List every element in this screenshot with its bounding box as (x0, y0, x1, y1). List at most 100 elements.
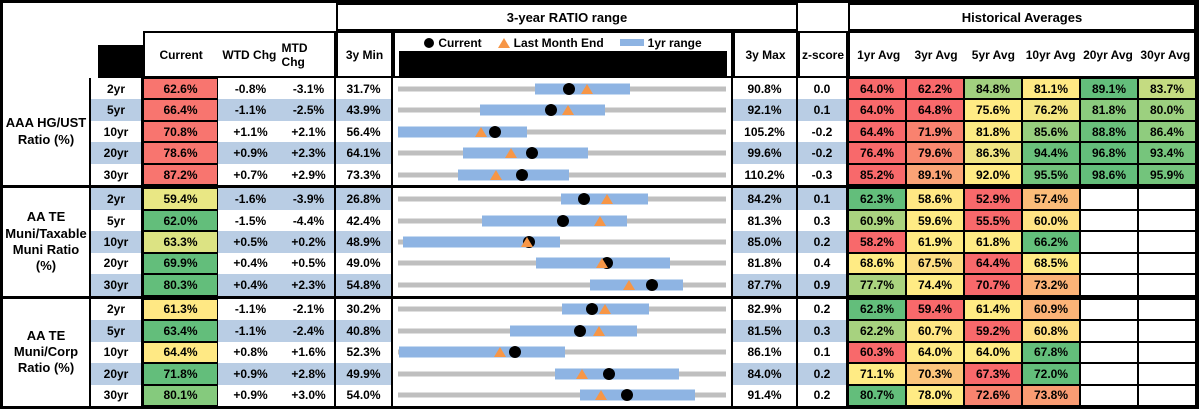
max-3y-cell: 82.9% (733, 298, 798, 321)
tenor-column-header (91, 31, 143, 78)
tenor-label: 20yr (91, 363, 143, 385)
min-3y-cell: 43.9% (336, 99, 393, 121)
zscore-cell: 0.1 (798, 341, 848, 364)
chart-cell (393, 274, 733, 296)
avg-cell: 68.5% (1022, 252, 1080, 275)
zscore-cell: 0.2 (798, 298, 848, 321)
mtd-chg-cell: -4.4% (283, 209, 336, 232)
avg-cell: 94.4% (1022, 142, 1080, 164)
max-3y-cell: 91.4% (733, 384, 798, 406)
last-month-triangle (596, 258, 609, 269)
current-cell: 71.8% (143, 363, 218, 385)
avg-cell (1080, 363, 1138, 385)
spacer (798, 3, 848, 31)
tenor-label: 20yr (91, 142, 143, 164)
min-3y-cell: 30.2% (336, 298, 393, 321)
avg-cell: 96.8% (1080, 142, 1138, 164)
spacer (3, 3, 336, 31)
avg-cell: 73.2% (1022, 274, 1080, 296)
avg-cell: 58.2% (848, 231, 906, 253)
black-bar (399, 51, 727, 76)
avg-cell: 58.6% (906, 188, 964, 210)
current-cell: 61.3% (143, 298, 218, 321)
tenor-label: 30yr (91, 163, 143, 186)
avg-columns-header: 1yr Avg 3yr Avg 5yr Avg 10yr Avg 20yr Avg 30y… (848, 31, 1196, 78)
black-cell (98, 45, 143, 78)
table-row: 20yr 69.9% +0.4% +0.5% 49.0% 81.8% 0.4 68.6% 67.… (91, 252, 1196, 275)
zscore-cell: 0.0 (798, 78, 848, 100)
avg-cell: 98.6% (1080, 163, 1138, 186)
range-1y-bar (510, 325, 637, 337)
avg-cell (1138, 341, 1196, 364)
avg-cell: 61.4% (964, 298, 1022, 321)
avg-cell: 72.6% (964, 384, 1022, 406)
wtd-chg-cell: +0.4% (218, 252, 283, 275)
current-dot (563, 82, 576, 95)
current-cell: 64.4% (143, 341, 218, 364)
zscore-cell: -0.2 (798, 120, 848, 143)
avg-cell: 89.1% (906, 163, 964, 186)
range-1y-bar (480, 104, 605, 116)
legend-1yr-range: 1yr range (619, 36, 702, 50)
col-header-zscore: z-score (798, 31, 848, 78)
avg-cell (1138, 363, 1196, 385)
mtd-chg-cell: +2.1% (283, 120, 336, 143)
avg-cell: 93.4% (1138, 142, 1196, 164)
current-dot (515, 168, 528, 181)
avg-cell: 83.7% (1138, 78, 1196, 100)
legend-current: Current (424, 36, 482, 50)
avg-cell (1138, 188, 1196, 210)
avg-cell: 55.5% (964, 209, 1022, 232)
avg-cell: 85.6% (1022, 120, 1080, 143)
zscore-cell: 0.3 (798, 320, 848, 342)
tenor-label: 30yr (91, 384, 143, 406)
range-3y-track (398, 239, 726, 245)
table-row: 2yr 62.6% -0.8% -3.1% 31.7% 90.8% 0.0 64.0% 62.2… (91, 78, 1196, 100)
last-month-triangle-icon (497, 37, 510, 48)
zscore-cell: 0.4 (798, 252, 848, 275)
current-cell: 62.0% (143, 209, 218, 232)
table-row: 5yr 62.0% -1.5% -4.4% 42.4% 81.3% 0.3 60.9% 59.6… (91, 209, 1196, 232)
avg-cell: 71.9% (906, 120, 964, 143)
last-month-triangle (474, 126, 487, 137)
chart-cell (393, 298, 733, 321)
range-3y-track (398, 282, 726, 288)
wtd-chg-cell: +0.9% (218, 384, 283, 406)
avg-cell (1080, 320, 1138, 342)
current-dot (585, 303, 598, 316)
zscore-cell: 0.9 (798, 274, 848, 296)
avg-cell: 60.3% (848, 341, 906, 364)
table-row: 20yr 78.6% +0.9% +2.3% 64.1% 99.6% -0.2 76.4% 79… (91, 142, 1196, 164)
avg-cell (1080, 274, 1138, 296)
col-header-avg: 30yr Avg (1140, 47, 1191, 62)
mtd-chg-cell: -2.1% (283, 298, 336, 321)
table-row: 20yr 71.8% +0.9% +2.8% 49.9% 84.0% 0.2 71.1% 70.… (91, 363, 1196, 385)
max-3y-cell: 84.2% (733, 188, 798, 210)
max-3y-cell: 110.2% (733, 163, 798, 186)
min-3y-cell: 49.0% (336, 252, 393, 275)
mtd-chg-cell: +2.9% (283, 163, 336, 186)
mtd-chg-cell: +3.0% (283, 384, 336, 406)
avg-cell: 60.8% (1022, 320, 1080, 342)
tenor-label: 20yr (91, 252, 143, 275)
col-header-avg: 20yr Avg (1083, 47, 1133, 62)
wtd-chg-cell: +1.1% (218, 120, 283, 143)
avg-cell: 60.7% (906, 320, 964, 342)
mtd-chg-cell: +0.2% (283, 231, 336, 253)
current-dot (602, 367, 615, 380)
wtd-chg-cell: -0.8% (218, 78, 283, 100)
chart-cell (393, 99, 733, 121)
col-header-avg: 5yr Avg (971, 47, 1015, 62)
mtd-chg-cell: -2.5% (283, 99, 336, 121)
range-1y-bar (398, 346, 565, 358)
max-3y-cell: 81.8% (733, 252, 798, 275)
avg-cell (1080, 209, 1138, 232)
chart-header: Current Last Month End 1yr range (393, 31, 733, 78)
wtd-chg-cell: +0.8% (218, 341, 283, 364)
mtd-chg-cell: +2.3% (283, 142, 336, 164)
range-1y-bar (398, 126, 528, 138)
current-dot (646, 278, 659, 291)
wtd-chg-cell: +0.9% (218, 363, 283, 385)
avg-cell (1080, 298, 1138, 321)
min-3y-cell: 52.3% (336, 341, 393, 364)
